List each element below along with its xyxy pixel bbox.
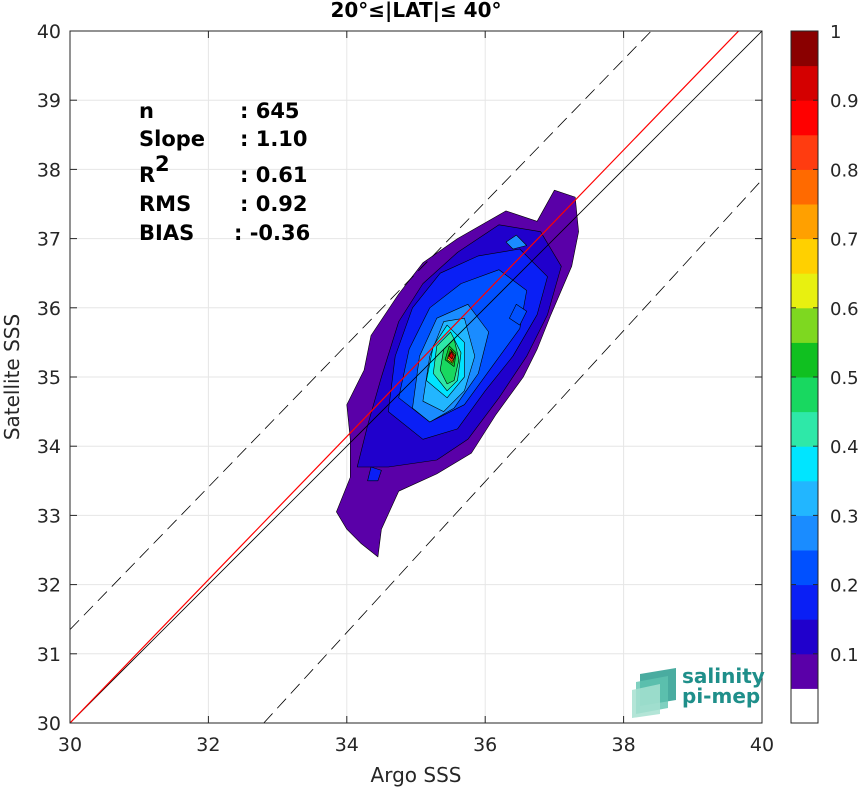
colorbar-segment <box>791 238 818 274</box>
y-tick-label: 39 <box>37 90 61 112</box>
y-tick-label: 33 <box>37 505 61 527</box>
colorbar-tick-label: 0.1 <box>830 645 858 666</box>
wave-logo-icon <box>632 668 676 718</box>
colorbar-segment <box>791 100 818 136</box>
colorbar-segment <box>791 688 818 724</box>
contour-level-5 <box>505 234 528 250</box>
contour-level-4 <box>509 303 528 326</box>
colorbar-segment <box>791 550 818 586</box>
colorbar-segment <box>791 653 818 689</box>
logo-text-pi-mep: pi-mep <box>682 684 760 708</box>
stat-label: BIAS <box>139 221 194 245</box>
colorbar-segment <box>791 169 818 205</box>
colorbar-tick-label: 0.9 <box>830 91 858 112</box>
y-tick-label: 40 <box>37 21 61 43</box>
y-tick-label: 35 <box>37 367 61 389</box>
colorbar-segment <box>791 584 818 620</box>
x-tick-label: 34 <box>335 734 359 756</box>
colorbar-tick-label: 0.3 <box>830 506 858 527</box>
y-tick-label: 31 <box>37 644 61 666</box>
colorbar-tick-label: 0.2 <box>830 576 858 597</box>
reference-lines <box>70 31 762 723</box>
stat-label: n <box>139 99 154 123</box>
colorbar-segment <box>791 446 818 482</box>
colorbar-segment <box>791 377 818 413</box>
colorbar-segment <box>791 307 818 343</box>
stat-label-superscript: 2 <box>155 152 170 176</box>
stat-value: : 0.61 <box>240 163 308 187</box>
colorbar-segment <box>791 480 818 516</box>
x-tick-label: 32 <box>196 734 220 756</box>
stat-value: : -0.36 <box>234 221 310 245</box>
stat-value: : 645 <box>240 99 300 123</box>
regression-line <box>70 31 740 723</box>
x-tick-label: 40 <box>750 734 774 756</box>
stat-value: : 0.92 <box>240 192 308 216</box>
axis-ticks: 30 32 34 36 38 40 30 31 32 33 34 35 36 37 38 39 40 <box>37 21 774 756</box>
y-tick-label: 36 <box>37 298 61 320</box>
chart-title: 20°≤|LAT|≤ 40° <box>330 0 501 22</box>
colorbar-tick-label: 0.6 <box>830 299 858 320</box>
colorbar-segment <box>791 342 818 378</box>
colorbar-tick-label: 1 <box>830 22 841 43</box>
salinity-pi-mep-logo: salinity pi-mep <box>632 664 765 718</box>
x-axis-label: Argo SSS <box>371 763 462 787</box>
lower-bound-line <box>263 179 762 723</box>
logo-text-salinity: salinity <box>682 664 765 688</box>
identity-line <box>70 31 762 723</box>
colorbar-tick-label: 0.4 <box>830 437 858 458</box>
contour-level-18 <box>448 351 454 360</box>
y-tick-label: 34 <box>37 436 61 458</box>
colorbar: 0.1 0.2 0.3 0.4 0.5 0.6 0.7 0.8 0.9 1 <box>790 22 858 724</box>
colorbar-segment <box>791 65 818 101</box>
y-tick-label: 30 <box>37 713 61 735</box>
density-contours <box>336 189 579 558</box>
y-tick-label: 38 <box>37 159 61 181</box>
colorbar-segment <box>791 204 818 240</box>
colorbar-tick-label: 0.8 <box>830 160 858 181</box>
x-tick-label: 38 <box>612 734 636 756</box>
colorbar-segment <box>791 515 818 551</box>
statistics-box: n : 645 Slope : 1.10 R 2 : 0.61 RMS : 0.92 BIAS : … <box>139 99 310 245</box>
colorbar-segment <box>791 31 818 67</box>
stat-value: : 1.10 <box>240 127 308 151</box>
y-tick-label: 37 <box>37 229 61 251</box>
colorbar-tick-label: 0.5 <box>830 368 858 389</box>
stat-label: RMS <box>139 192 191 216</box>
stat-label: Slope <box>139 127 205 151</box>
y-axis-label: Satellite SSS <box>0 314 24 440</box>
y-tick-label: 32 <box>37 575 61 597</box>
colorbar-segment <box>791 273 818 309</box>
contour-level-3 <box>367 466 382 482</box>
stat-label: R <box>139 163 155 187</box>
colorbar-segment <box>791 411 818 447</box>
colorbar-tick-label: 0.7 <box>830 230 858 251</box>
colorbar-segment <box>791 619 818 655</box>
x-tick-label: 36 <box>473 734 497 756</box>
x-tick-label: 30 <box>58 734 82 756</box>
colorbar-segment <box>791 134 818 170</box>
